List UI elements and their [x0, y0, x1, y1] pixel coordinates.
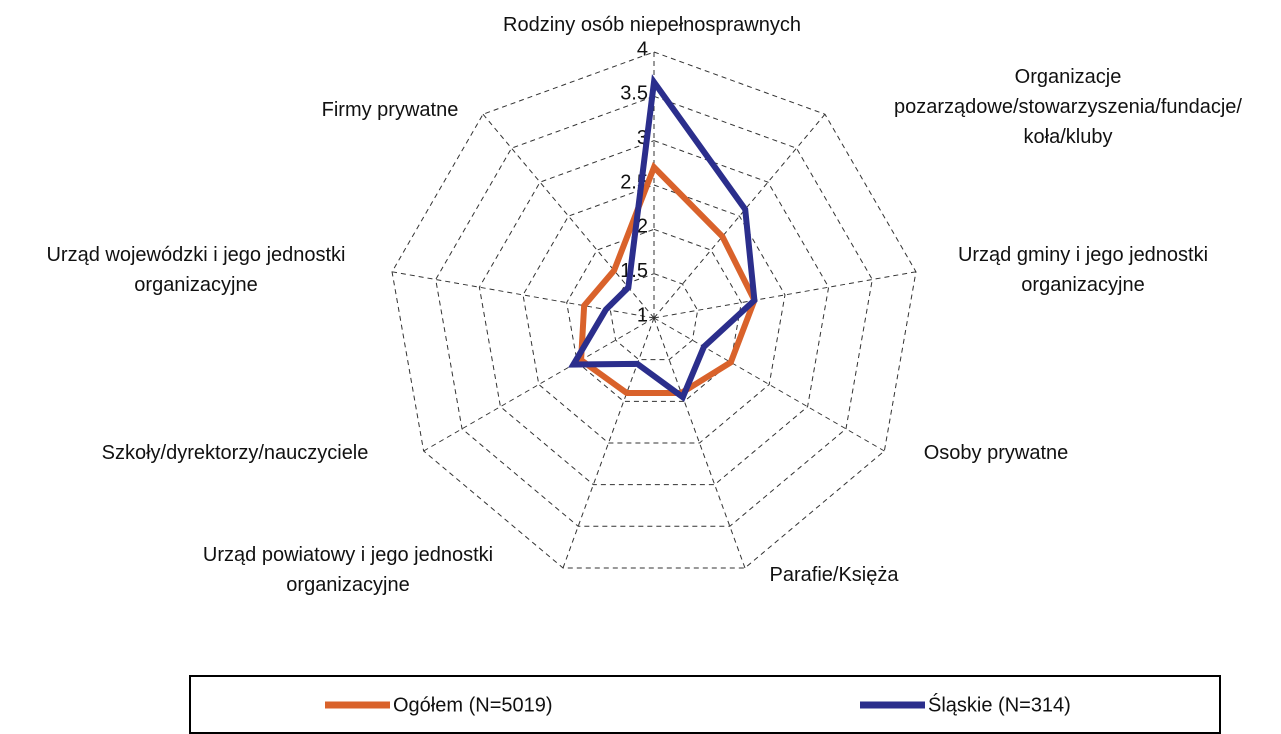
- tick-label: 3.5: [620, 83, 648, 105]
- axis-label: Organizacje pozarządowe/stowarzyszenia/f…: [894, 66, 1242, 148]
- legend-box: [189, 675, 1221, 734]
- series-line: [568, 74, 758, 402]
- tick-label: 3: [637, 127, 648, 149]
- axis-label: Urząd powiatowy i jego jednostki organiz…: [202, 544, 494, 596]
- axis-label: Urząd gminy i jego jednostki organizacyj…: [957, 244, 1209, 296]
- tick-label: 1: [637, 304, 648, 326]
- grid-ring: [478, 140, 830, 486]
- tick-label: 2: [637, 216, 648, 238]
- series-line: [577, 161, 758, 396]
- axis-label: Parafie/Księża: [769, 564, 899, 586]
- grid-ring: [566, 228, 742, 402]
- spoke: [391, 271, 655, 319]
- axis-label: Urząd wojewódzki i jego jednostki organi…: [46, 244, 346, 296]
- grid-ring: [522, 184, 786, 444]
- axis-label: Rodziny osób niepełnosprawnych: [503, 14, 801, 36]
- legend-label: Ogółem (N=5019): [393, 694, 553, 716]
- axis-label: Osoby prywatne: [923, 442, 1069, 464]
- axis-label: Firmy prywatne: [321, 99, 459, 121]
- grid-ring: [435, 95, 873, 527]
- axis-label: Szkoły/dyrektorzy/nauczyciele: [101, 442, 369, 464]
- legend-label: Śląskie (N=314): [928, 692, 1071, 716]
- tick-label: 4: [637, 38, 648, 60]
- grid-ring: [391, 51, 917, 569]
